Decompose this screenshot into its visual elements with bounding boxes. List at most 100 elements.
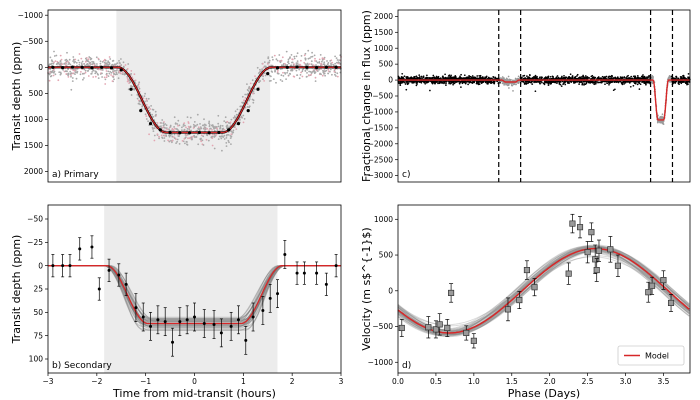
raw-point (331, 61, 334, 64)
raw-point (547, 84, 550, 86)
raw-point (306, 72, 308, 74)
raw-point (244, 106, 247, 109)
raw-point (460, 86, 462, 88)
raw-point (126, 75, 129, 78)
raw-point (249, 82, 252, 85)
raw-point (323, 70, 326, 72)
raw-point (507, 75, 510, 78)
raw-point (173, 133, 176, 136)
raw-point (87, 75, 90, 77)
raw-point (225, 137, 228, 139)
raw-point (589, 81, 592, 84)
panel-a-primary: −1000 −500 0 500 1000 1500 2000 Transit depth (… (10, 9, 342, 183)
raw-point (109, 58, 112, 60)
raw-point (96, 72, 99, 75)
raw-point (287, 61, 289, 64)
raw-point (300, 59, 302, 62)
raw-point (409, 77, 411, 79)
raw-point (173, 116, 176, 119)
raw-point (556, 80, 559, 83)
y-tick-label: −2500 (368, 155, 394, 164)
raw-point (413, 75, 415, 78)
raw-point (217, 114, 220, 117)
raw-point (274, 70, 276, 73)
binned-point (256, 87, 260, 91)
raw-point (111, 63, 114, 66)
raw-point (141, 104, 144, 106)
shaded-region (104, 205, 278, 373)
raw-point (333, 69, 336, 72)
raw-point (680, 82, 683, 85)
raw-point (50, 62, 53, 65)
raw-point (531, 83, 534, 85)
raw-point (183, 128, 186, 131)
raw-point (101, 61, 104, 63)
y-tick-label: −1000 (368, 358, 394, 367)
raw-point (74, 61, 77, 63)
raw-point (304, 52, 307, 55)
model-sample-line (397, 245, 690, 336)
x-tick-label: 3.0 (620, 377, 632, 386)
model-sample-line (397, 246, 690, 336)
raw-point (187, 137, 189, 140)
raw-point (464, 82, 467, 85)
data-point (178, 320, 182, 324)
y-tick-label: −1000 (18, 11, 44, 20)
raw-point (274, 69, 276, 71)
raw-point (308, 63, 311, 65)
raw-point (92, 61, 95, 63)
raw-point (263, 80, 265, 82)
raw-point (113, 73, 115, 76)
raw-point (588, 77, 591, 79)
raw-point (284, 73, 287, 75)
data-point (295, 271, 299, 275)
raw-point (217, 125, 220, 128)
raw-point (474, 77, 477, 80)
raw-point (163, 126, 166, 129)
raw-point (259, 68, 261, 71)
raw-point (153, 139, 156, 142)
raw-point (281, 56, 284, 59)
raw-point (112, 70, 114, 72)
raw-point (405, 88, 408, 91)
raw-point (472, 77, 475, 80)
raw-point (223, 120, 226, 122)
raw-point (252, 92, 254, 95)
raw-point (304, 69, 307, 72)
raw-point (150, 105, 153, 107)
raw-point (116, 62, 119, 65)
raw-point (613, 81, 616, 84)
y-tick-label: 75 (33, 331, 43, 340)
raw-point (279, 79, 282, 81)
raw-point (247, 89, 249, 92)
raw-point (336, 75, 339, 78)
raw-point (191, 138, 193, 141)
raw-point (268, 59, 271, 62)
raw-point (176, 128, 179, 131)
raw-point (67, 68, 69, 70)
raw-point (88, 62, 91, 64)
raw-point (415, 84, 418, 87)
x-tick-label: 0 (192, 377, 197, 386)
raw-point (290, 69, 292, 72)
raw-point (567, 82, 569, 85)
raw-point (310, 72, 313, 74)
raw-point (215, 133, 218, 136)
y-axis-label: Transit depth (ppm) (10, 235, 23, 345)
raw-point (267, 57, 270, 60)
raw-point (76, 64, 78, 67)
raw-point (65, 58, 68, 61)
raw-point (521, 76, 523, 79)
raw-point (145, 118, 148, 120)
data-point (107, 268, 111, 272)
raw-point (330, 64, 332, 67)
raw-point (298, 77, 301, 80)
raw-point (192, 123, 195, 126)
raw-point (105, 76, 108, 79)
raw-point (334, 55, 336, 58)
y-tick-label: −25 (27, 238, 43, 247)
raw-point (506, 83, 509, 86)
raw-point (405, 76, 408, 78)
raw-point (161, 126, 164, 129)
raw-point (108, 56, 111, 58)
